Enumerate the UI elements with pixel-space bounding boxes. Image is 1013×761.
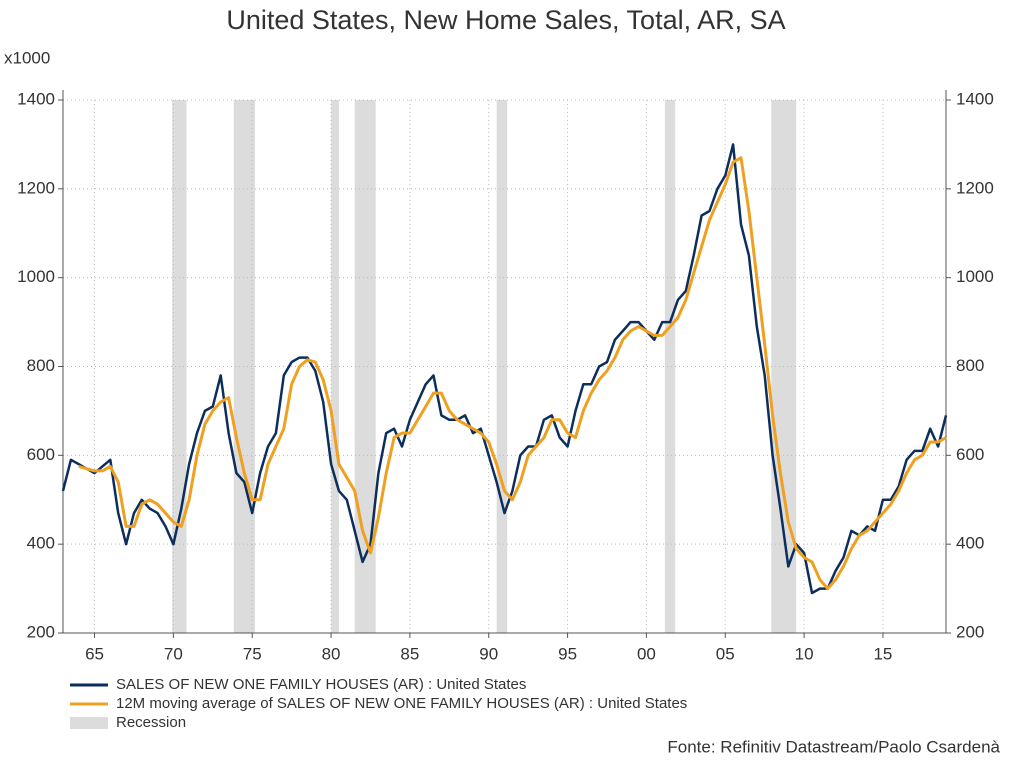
y-tick-label: 200 (27, 622, 55, 641)
y-tick-label: 1400 (17, 89, 55, 108)
series-line (61, 143, 948, 595)
y-tick-label: 600 (27, 445, 55, 464)
y2-tick-label: 600 (956, 445, 984, 464)
x-tick-label: 95 (558, 644, 577, 663)
x-tick-label: 65 (85, 644, 104, 663)
y-tick-label: 400 (27, 534, 55, 553)
x-tick-label: 70 (164, 644, 183, 663)
y2-tick-label: 1400 (956, 89, 994, 108)
y2-tick-label: 200 (956, 622, 984, 641)
legend-swatch (70, 717, 108, 729)
recession-band (664, 100, 676, 633)
y2-tick-label: 400 (956, 534, 984, 553)
y-tick-label: 1200 (17, 178, 55, 197)
x-tick-label: 80 (322, 644, 341, 663)
y-unit-label: x1000 (4, 48, 50, 67)
x-tick-label: 10 (795, 644, 814, 663)
legend-label: SALES OF NEW ONE FAMILY HOUSES (AR) : Un… (116, 676, 526, 693)
recession-band (331, 100, 339, 633)
x-tick-label: 00 (637, 644, 656, 663)
series-line (78, 156, 947, 591)
x-tick-label: 05 (716, 644, 735, 663)
legend-label: 12M moving average of SALES OF NEW ONE F… (116, 695, 687, 712)
source: Fonte: Refinitiv Datastream/Paolo Csarde… (667, 737, 1000, 756)
recession-band (496, 100, 508, 633)
y2-tick-label: 1000 (956, 267, 994, 286)
y-tick-label: 1000 (17, 267, 55, 286)
legend-label: Recession (116, 714, 186, 731)
x-tick-label: 15 (873, 644, 892, 663)
x-tick-label: 75 (243, 644, 262, 663)
x-tick-label: 85 (400, 644, 419, 663)
y2-tick-label: 800 (956, 356, 984, 375)
x-tick-label: 90 (479, 644, 498, 663)
chart-title: United States, New Home Sales, Total, AR… (226, 5, 785, 35)
y-tick-label: 800 (27, 356, 55, 375)
y2-tick-label: 1200 (956, 178, 994, 197)
recession-band (354, 100, 376, 633)
